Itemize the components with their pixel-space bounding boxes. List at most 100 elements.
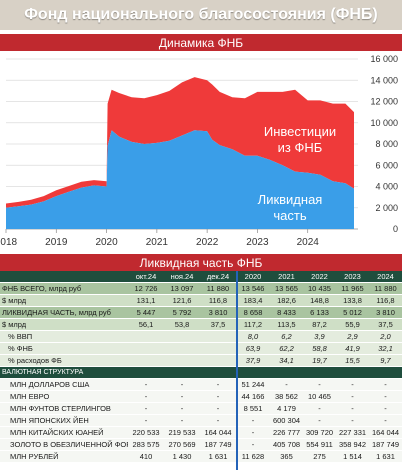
liquid-area-label-line1: Ликвидная (258, 192, 323, 207)
y-tick-label: 8 000 (375, 139, 398, 149)
table-cell (128, 342, 164, 355)
table-cell: 44 166 (236, 390, 270, 403)
table-row: ЛИКВИДНАЯ ЧАСТЬ, млрд руб 5 447 5 792 3 810… (0, 306, 402, 319)
table-header-cell: окт.24 (128, 271, 164, 283)
table-cell: - (236, 414, 270, 427)
table-cell (200, 342, 236, 355)
table-cell: - (303, 414, 336, 427)
row-label: МЛН ЕВРО (0, 390, 128, 403)
y-tick-label: 14 000 (370, 75, 398, 85)
table-header-cell (0, 271, 128, 283)
x-tick-label: 2018 (0, 237, 18, 248)
table-cell: 113,5 (270, 318, 303, 331)
table-cell (336, 366, 369, 379)
table-cell: 63,9 (236, 342, 270, 355)
table-cell: 131,1 (128, 294, 164, 307)
table-cell (236, 366, 270, 379)
table-cell: 11 880 (369, 282, 402, 295)
y-tick-label: 12 000 (370, 97, 398, 107)
table-cell: 148,8 (303, 294, 336, 307)
table-cell: 11 965 (336, 282, 369, 295)
table-cell: 226 777 (270, 426, 303, 439)
table-cell: 5 012 (336, 306, 369, 319)
table-cell: 309 720 (303, 426, 336, 439)
table-cell: 6,2 (270, 330, 303, 343)
table-row: МЛН ЕВРО - - -44 166 38 562 10 465- - (0, 390, 402, 403)
table-row: % расходов ФБ 37,9 34,1 19,7 15,5 9,7 (0, 354, 402, 367)
table-cell (270, 366, 303, 379)
table-cell (164, 342, 200, 355)
y-axis-ticks: 0 2 000 4 000 6 000 8 000 10 000 12 000 14 000 1… (370, 54, 398, 234)
table-cell: 53,8 (164, 318, 200, 331)
table-cell: 117,2 (236, 318, 270, 331)
table-cell: 227 331 (336, 426, 369, 439)
table-cell (303, 366, 336, 379)
table-cell (164, 330, 200, 343)
table-cell: - (128, 390, 164, 403)
table-cell (164, 354, 200, 367)
table-header-cell: 2023 (336, 271, 369, 283)
invest-area-label-line2: из ФНБ (278, 140, 323, 155)
table-row: МЛН ФУНТОВ СТЕРЛИНГОВ - - -8 551 4 179- - - (0, 402, 402, 415)
table-header-row: окт.24 ноя.24 дек.24 2020 2021 2022 2023 2024 (0, 271, 402, 283)
row-label: % ФНБ (0, 342, 128, 355)
table-cell: 38 562 (270, 390, 303, 403)
table-cell: 12 726 (128, 282, 164, 295)
table-cell: 13 546 (236, 282, 270, 295)
table-cell: 275 (303, 450, 336, 463)
table-cell: - (336, 414, 369, 427)
x-tick-label: 2022 (196, 237, 219, 248)
forecast-divider-line (236, 271, 238, 470)
table-cell: 121,6 (164, 294, 200, 307)
row-label: $ млрд (0, 318, 128, 331)
table-cell: 116,8 (369, 294, 402, 307)
liquid-area-label-line2: часть (273, 208, 306, 223)
table-cell: 13 565 (270, 282, 303, 295)
row-label: ФНБ ВСЕГО, млрд руб (0, 282, 128, 295)
table-cell: - (164, 378, 200, 391)
table-cell: - (369, 378, 402, 391)
table-row: МЛН ДОЛЛАРОВ США - - -51 244- - - - (0, 378, 402, 391)
table-cell: 56,1 (128, 318, 164, 331)
table-cell: 6 133 (303, 306, 336, 319)
table-cell: 116,8 (200, 294, 236, 307)
fnb-area-chart: 0 2 000 4 000 6 000 8 000 10 000 12 000 14 000 1… (0, 54, 398, 248)
table-cell: - (128, 378, 164, 391)
table-cell: 58,8 (303, 342, 336, 355)
invest-area (6, 77, 354, 208)
row-label: МЛН ФУНТОВ СТЕРЛИНГОВ (0, 402, 128, 415)
table-cell: 41,9 (336, 342, 369, 355)
page-title: Фонд национального благосостояния (ФНБ) (0, 0, 402, 30)
table-cell: 51 244 (236, 378, 270, 391)
table-cell (200, 354, 236, 367)
table-cell (128, 366, 164, 379)
row-label: % расходов ФБ (0, 354, 128, 367)
table-header-cell: 2022 (303, 271, 336, 283)
table-cell: 270 569 (164, 438, 200, 451)
table-cell: - (303, 378, 336, 391)
table-cell: 15,5 (336, 354, 369, 367)
table-header-cell: 2024 (369, 271, 402, 283)
row-label: МЛН КИТАЙСКИХ ЮАНЕЙ (0, 426, 128, 439)
table-cell (128, 354, 164, 367)
table-row: МЛН ЯПОНСКИХ ЙЕН - - - -600 304- - - (0, 414, 402, 427)
table-cell: 55,9 (336, 318, 369, 331)
table-cell: 1 631 (369, 450, 402, 463)
invest-area-label-line1: Инвестиции (264, 124, 336, 139)
table-cell: - (164, 390, 200, 403)
table-cell: - (200, 402, 236, 415)
table-cell: 4 179 (270, 402, 303, 415)
table-cell: 182,6 (270, 294, 303, 307)
table-cell: 3 810 (369, 306, 402, 319)
table-cell: 8,0 (236, 330, 270, 343)
x-tick-label: 2019 (45, 237, 68, 248)
table-cell: - (236, 426, 270, 439)
table-cell (128, 330, 164, 343)
table-cell: 8 658 (236, 306, 270, 319)
x-axis-ticks: 2018 2019 2020 2021 2022 2023 2024 (0, 237, 319, 248)
row-label: % ВВП (0, 330, 128, 343)
table-cell (369, 366, 402, 379)
table-header-cell: 2020 (236, 271, 270, 283)
table-cell: - (336, 378, 369, 391)
row-label: МЛН ЯПОНСКИХ ЙЕН (0, 414, 128, 427)
